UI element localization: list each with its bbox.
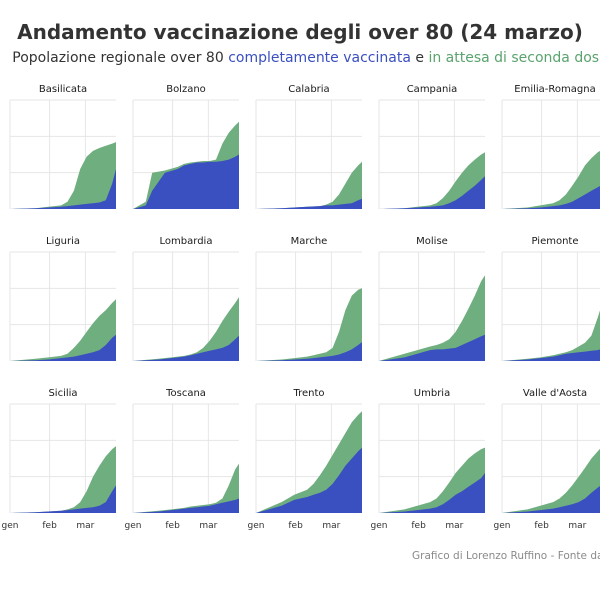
area-complete — [256, 447, 362, 513]
area-complete — [256, 198, 362, 209]
x-tick-label: gen — [371, 521, 388, 531]
panel: Basilicata — [9, 84, 116, 209]
panel-title: Lombardia — [160, 236, 213, 247]
panel-title: Trento — [292, 388, 324, 399]
area-first-dose — [133, 297, 239, 361]
panel-title: Molise — [416, 236, 448, 247]
x-tick-label: gen — [2, 521, 19, 531]
area-complete — [379, 473, 485, 513]
x-tick-label: mar — [445, 521, 463, 531]
area-complete — [133, 154, 239, 209]
area-complete — [10, 334, 116, 361]
panel-title: Piemonte — [531, 236, 578, 247]
x-tick-label: mar — [322, 521, 340, 531]
x-tick-label: feb — [288, 521, 303, 531]
subtitle-legend-first-dose: in attesa di seconda dose — [428, 50, 600, 66]
x-tick-label: mar — [568, 521, 586, 531]
x-tick-label: feb — [42, 521, 57, 531]
area-first-dose — [502, 150, 600, 209]
panel: Sicilia gen feb mar — [2, 388, 116, 531]
panel-title: Valle d'Aosta — [523, 388, 587, 399]
panel: Molise — [378, 236, 485, 361]
panel-title: Marche — [291, 236, 328, 247]
panel: Liguria — [9, 236, 116, 361]
subtitle-prefix: Popolazione regionale over 80 — [12, 50, 229, 66]
x-tick-label: feb — [534, 521, 549, 531]
area-complete — [379, 334, 485, 361]
panel: Bolzano — [132, 84, 239, 209]
panel-title: Calabria — [288, 84, 329, 95]
panel-title: Toscana — [165, 388, 206, 399]
area-complete — [256, 342, 362, 361]
area-first-dose — [10, 446, 116, 513]
area-first-dose — [379, 275, 485, 361]
panel-title: Umbria — [414, 388, 450, 399]
area-first-dose — [10, 299, 116, 361]
x-tick-label: gen — [494, 521, 511, 531]
panel: Umbria gen feb mar — [371, 388, 485, 531]
panel-title: Liguria — [46, 236, 80, 247]
chart-title: Andamento vaccinazione degli over 80 (24… — [17, 20, 583, 44]
area-complete — [133, 498, 239, 513]
area-complete — [133, 335, 239, 361]
subtitle-legend-complete: completamente vaccinata — [228, 50, 411, 66]
area-first-dose — [379, 152, 485, 209]
area-first-dose — [256, 161, 362, 209]
area-complete — [502, 185, 600, 209]
panel: Trento gen feb mar — [248, 388, 362, 531]
panel-title: Campania — [407, 84, 458, 95]
panel: Valle d'Aosta gen feb mar — [494, 388, 600, 531]
area-first-dose — [256, 288, 362, 361]
subtitle-mid: e — [410, 50, 429, 66]
area-complete — [379, 176, 485, 209]
x-tick-label: mar — [199, 521, 217, 531]
panel-title: Sicilia — [48, 388, 77, 399]
panel-title: Emilia-Romagna — [514, 84, 595, 95]
chart-caption: Grafico di Lorenzo Ruffino - Fonte dati: — [412, 550, 600, 562]
panel: Marche — [255, 236, 362, 361]
panel-title: Bolzano — [166, 84, 206, 95]
chart-subtitle: Popolazione regionale over 80 completame… — [0, 50, 600, 66]
x-tick-label: mar — [76, 521, 94, 531]
panel: Toscana gen feb mar — [125, 388, 239, 531]
area-complete — [502, 485, 600, 513]
area-first-dose — [502, 310, 600, 361]
area-complete — [10, 169, 116, 209]
x-tick-label: gen — [125, 521, 142, 531]
panel: Lombardia — [132, 236, 239, 361]
panel: Emilia-Romagna — [501, 84, 600, 209]
x-tick-label: feb — [411, 521, 426, 531]
panel-title: Basilicata — [39, 84, 87, 95]
area-complete — [502, 349, 600, 361]
panel: Piemonte — [501, 236, 600, 361]
area-first-dose — [502, 448, 600, 513]
panel: Campania — [378, 84, 485, 209]
area-complete — [10, 485, 116, 513]
panel: Calabria — [255, 84, 362, 209]
x-tick-label: gen — [248, 521, 265, 531]
x-tick-label: feb — [165, 521, 180, 531]
area-first-dose — [10, 142, 116, 209]
